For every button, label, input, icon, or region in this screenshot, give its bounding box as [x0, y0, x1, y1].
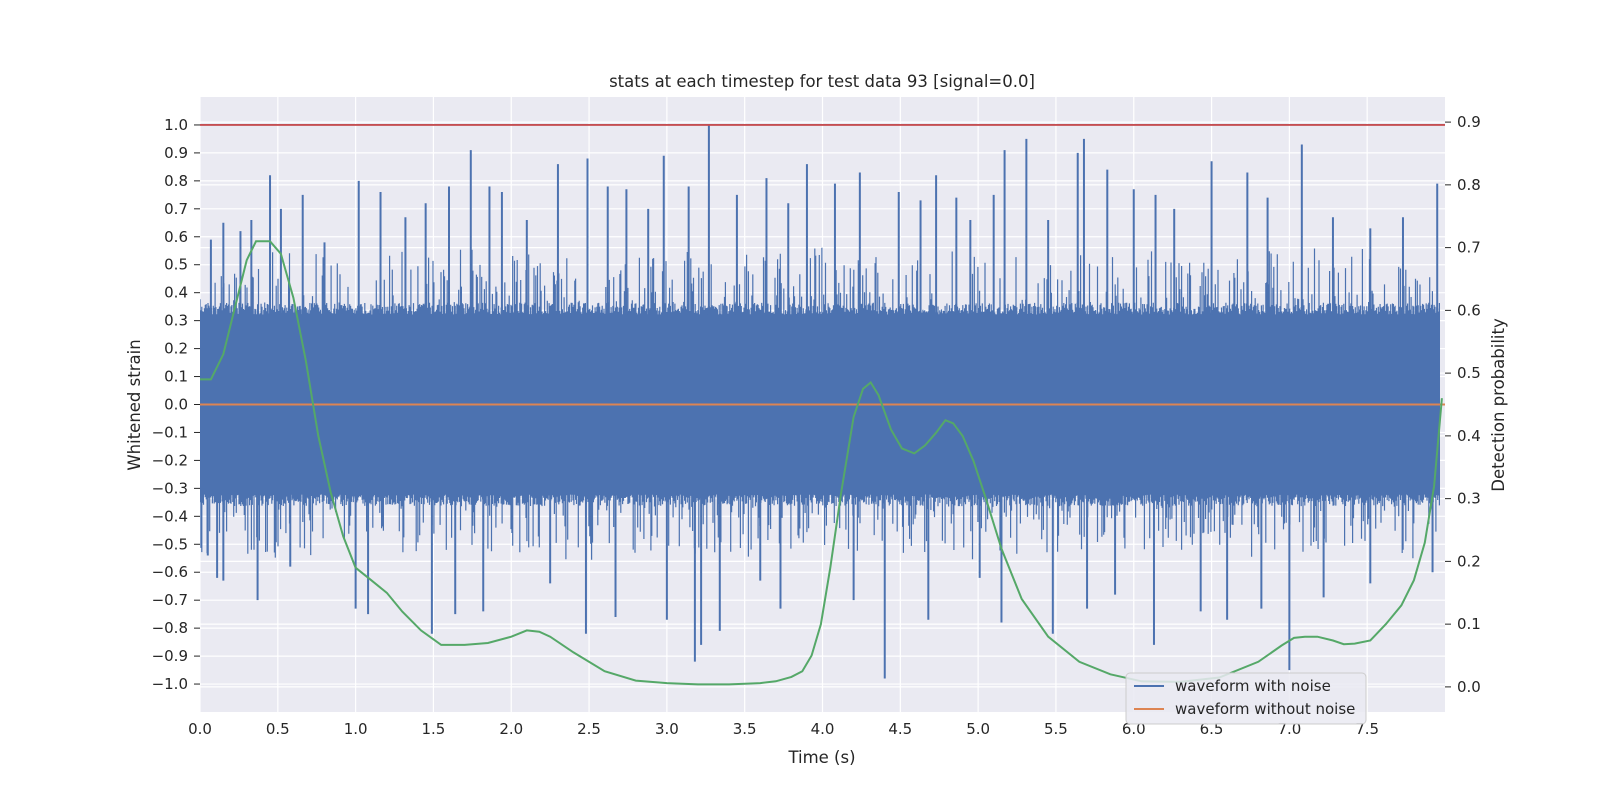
- y2-axis-ticks: 0.9 0.8 0.7 0.6 0.5 0.4 0.3 0.2 0.1 0.0: [1445, 113, 1481, 696]
- x-tick-label: 3.0: [655, 720, 679, 738]
- x-tick-label: 3.5: [733, 720, 757, 738]
- y-tick-label: −1.0: [152, 675, 188, 693]
- y-tick-label: −0.2: [152, 451, 188, 469]
- y-tick-label: −0.5: [152, 535, 188, 553]
- y2-tick-label: 0.4: [1457, 427, 1481, 445]
- y-tick-label: 0.0: [164, 396, 188, 414]
- legend-label-clean: waveform without noise: [1175, 700, 1355, 718]
- legend-box: [1125, 672, 1367, 725]
- x-tick-label: 0.0: [188, 720, 212, 738]
- x-axis-ticks: 0.0 0.5 1.0 1.5 2.0 2.5 3.0 3.5 4.0 4.5 5.0 5.5 6.0 6…: [188, 720, 1379, 738]
- y2-tick-label: 0.0: [1457, 678, 1481, 696]
- y-axis-ticks: 1.0 0.9 0.8 0.7 0.6 0.5 0.4 0.3 0.2 0.1 0.0 −0.1 −0.…: [152, 116, 200, 693]
- x-axis-label: Time (s): [787, 748, 855, 767]
- y-tick-label: −0.4: [152, 507, 188, 525]
- y2-tick-label: 0.3: [1457, 490, 1481, 508]
- x-tick-label: 4.5: [888, 720, 912, 738]
- y-tick-label: −0.7: [152, 591, 188, 609]
- y2-tick-label: 0.1: [1457, 615, 1481, 633]
- y2-tick-label: 0.5: [1457, 364, 1481, 382]
- y-tick-label: 0.3: [164, 312, 188, 330]
- y-tick-label: 0.4: [164, 284, 188, 302]
- y2-tick-label: 0.6: [1457, 301, 1481, 319]
- x-tick-label: 1.0: [344, 720, 368, 738]
- y2-axis-label: Detection probability: [1489, 318, 1508, 492]
- y-tick-label: −0.3: [152, 479, 188, 497]
- y-tick-label: 1.0: [164, 116, 188, 134]
- y-tick-label: 0.2: [164, 340, 188, 358]
- y-tick-label: −0.6: [152, 563, 188, 581]
- legend: waveform with noise waveform without noi…: [1125, 672, 1367, 725]
- x-tick-label: 0.5: [266, 720, 290, 738]
- y-tick-label: 0.1: [164, 368, 188, 386]
- y-tick-label: −0.9: [152, 647, 188, 665]
- y2-tick-label: 0.2: [1457, 552, 1481, 570]
- plot-area: [200, 124, 1445, 686]
- chart-title: stats at each timestep for test data 93 …: [609, 72, 1035, 91]
- x-tick-label: 5.0: [966, 720, 990, 738]
- y-tick-label: 0.8: [164, 172, 188, 190]
- y-tick-label: 0.9: [164, 144, 188, 162]
- detection-probability-line: [200, 240, 1443, 686]
- y-tick-label: 0.7: [164, 200, 188, 218]
- y2-tick-label: 0.9: [1457, 113, 1481, 131]
- y2-tick-label: 0.7: [1457, 239, 1481, 257]
- x-tick-label: 5.5: [1044, 720, 1068, 738]
- y-tick-label: 0.5: [164, 256, 188, 274]
- y-tick-label: −0.8: [152, 619, 188, 637]
- legend-label-noise: waveform with noise: [1175, 677, 1331, 695]
- y-tick-label: 0.6: [164, 228, 188, 246]
- x-tick-label: 2.0: [499, 720, 523, 738]
- y-axis-label: Whitened strain: [125, 339, 144, 470]
- x-tick-label: 4.0: [811, 720, 835, 738]
- x-tick-label: 2.5: [577, 720, 601, 738]
- y-tick-label: −0.1: [152, 423, 188, 441]
- x-tick-label: 1.5: [422, 720, 446, 738]
- y2-tick-label: 0.8: [1457, 176, 1481, 194]
